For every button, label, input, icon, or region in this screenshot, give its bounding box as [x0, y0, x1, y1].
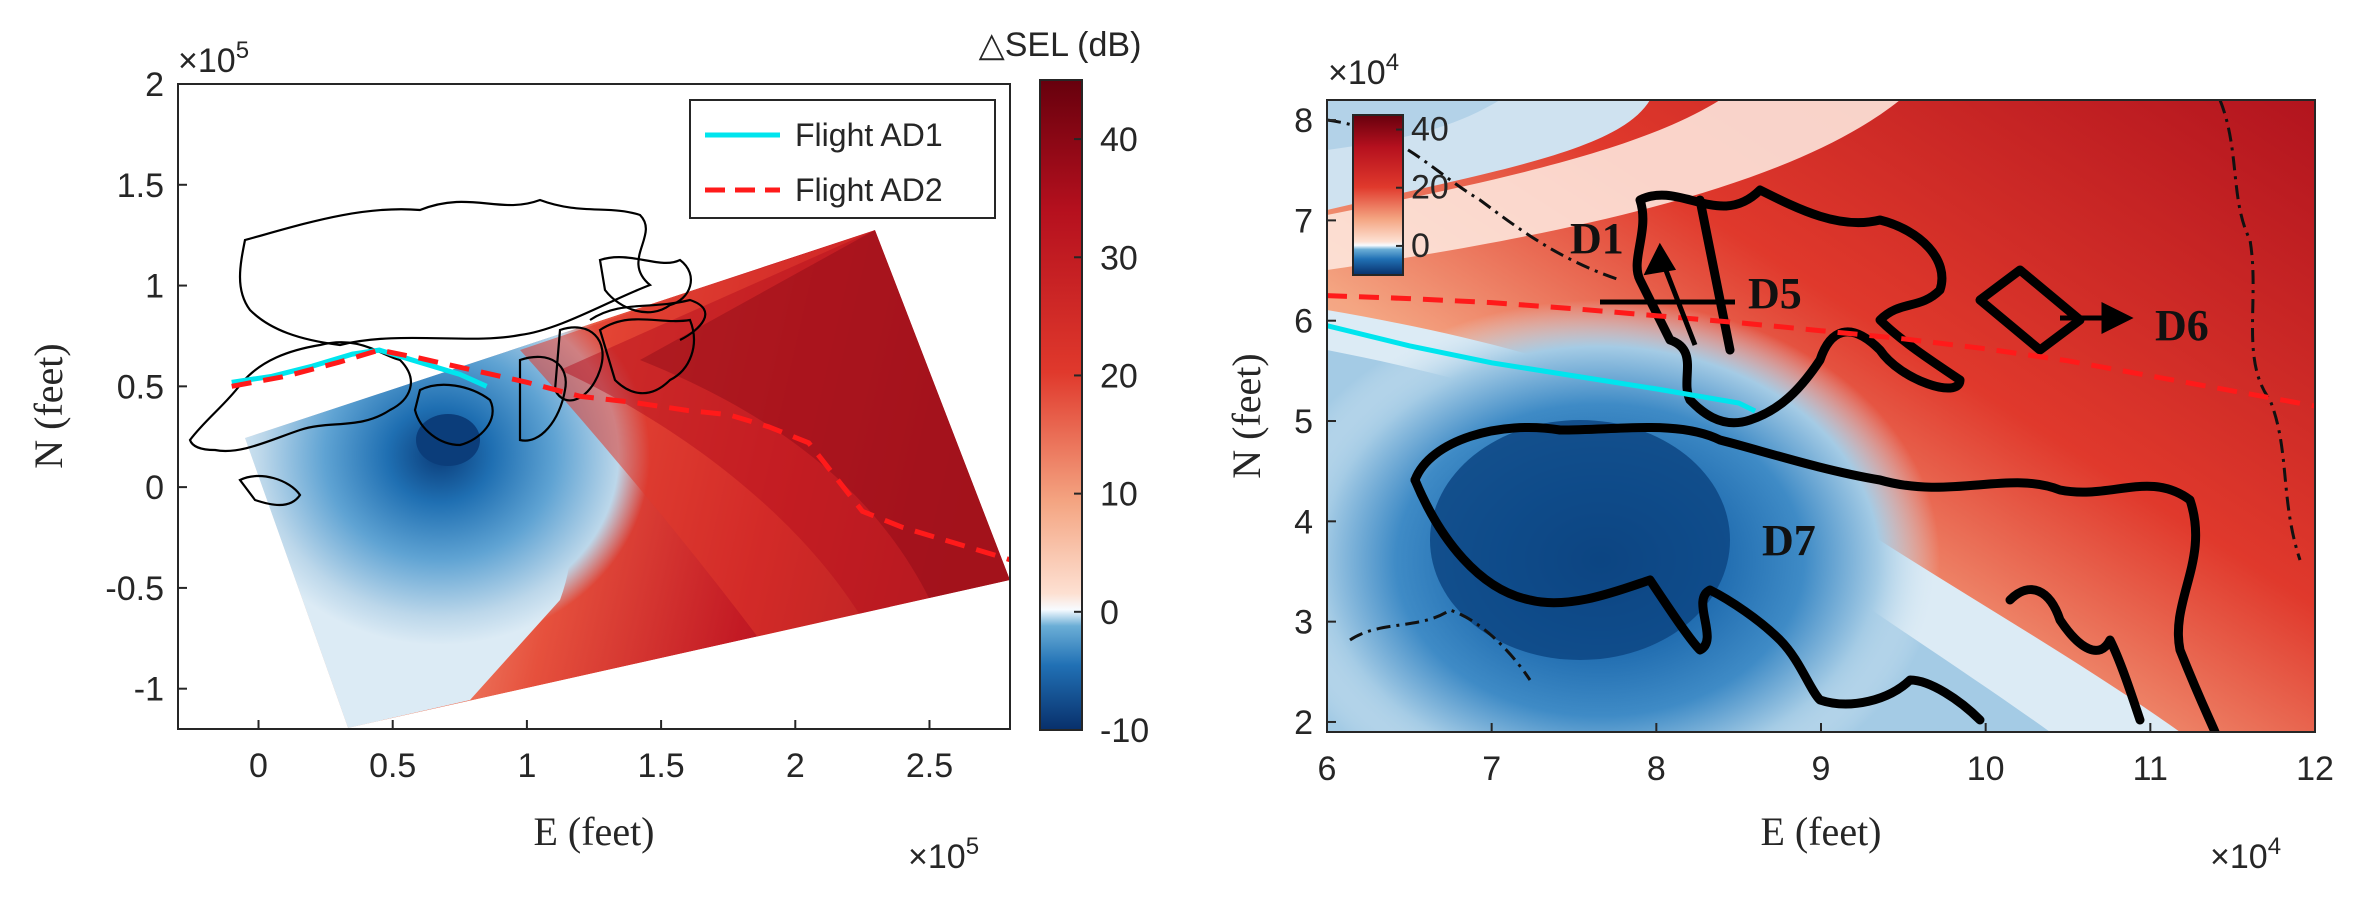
right-x-ticks: 6 7 8 9 10 11 12 — [1318, 723, 2334, 788]
x-tick-label: 1.5 — [637, 747, 684, 785]
x-tick-label: 10 — [1967, 750, 2005, 788]
y-tick-label: 2 — [1294, 704, 1313, 742]
right-y-ticks: 2 3 4 5 6 7 8 — [1294, 102, 1336, 742]
colorbar: △SEL (dB) -10 0 10 20 30 40 — [979, 26, 1150, 750]
label-d6: D6 — [2155, 301, 2209, 350]
y-tick-label: 8 — [1294, 102, 1313, 140]
x-tick-label: 6 — [1318, 750, 1337, 788]
right-y-exponent: ×104 — [1328, 49, 1399, 92]
inset-colorbar-tick-label: 40 — [1411, 111, 1449, 149]
legend: Flight AD1 Flight AD2 — [689, 99, 996, 219]
colorbar-tick-label: 30 — [1100, 239, 1138, 277]
legend-label-ad2: Flight AD2 — [795, 172, 943, 208]
x-tick-label: 11 — [2133, 750, 2168, 788]
y-tick-label: 1.5 — [117, 167, 164, 205]
colorbar-label: △SEL (dB) — [979, 26, 1142, 64]
x-tick-label: 1 — [517, 747, 536, 785]
colorbar-tick-label: 20 — [1100, 357, 1138, 395]
left-flight-ad2 — [231, 347, 1010, 563]
left-y-ticks: -1 -0.5 0 0.5 1 1.5 2 — [105, 66, 187, 709]
right-x-axis-label: E (feet) — [1760, 809, 1881, 854]
y-tick-label: 2 — [145, 66, 164, 104]
y-tick-label: 6 — [1294, 303, 1313, 341]
y-tick-label: 0 — [145, 469, 164, 507]
left-contour-field — [188, 198, 1010, 728]
left-x-ticks: 0 0.5 1 1.5 2 2.5 — [249, 720, 953, 785]
x-tick-label: 9 — [1812, 750, 1831, 788]
x-tick-label: 0 — [249, 747, 268, 785]
left-y-exponent: ×105 — [178, 37, 249, 80]
y-tick-label: 4 — [1294, 503, 1313, 541]
x-tick-label: 12 — [2296, 750, 2334, 788]
colorbar-ticks: -10 0 10 20 30 40 — [1074, 121, 1149, 750]
x-tick-label: 7 — [1482, 750, 1501, 788]
right-flight-ad1 — [1327, 323, 1757, 414]
legend-label-ad1: Flight AD1 — [795, 117, 943, 153]
y-tick-label: 1 — [145, 268, 164, 306]
left-x-axis-label: E (feet) — [533, 809, 654, 854]
right-flight-ad2 — [1327, 293, 2315, 409]
right-y-axis-label: N (feet) — [1224, 353, 1269, 478]
inset-colorbar-tick-label: 20 — [1411, 169, 1449, 207]
y-tick-label: 5 — [1294, 403, 1313, 441]
x-tick-label: 2.5 — [906, 747, 953, 785]
y-tick-label: 0.5 — [117, 368, 164, 406]
x-tick-label: 0.5 — [369, 747, 416, 785]
d6-marker — [2060, 301, 2134, 335]
right-panel: 0 20 40 D1 D5 D6 D7 6 7 8 9 10 11 12 2 3 4 5 6 7 8 E (… — [1224, 49, 2334, 876]
label-d1: D1 — [1570, 214, 1624, 263]
colorbar-tick-label: 10 — [1100, 476, 1138, 514]
label-d5: D5 — [1748, 269, 1802, 318]
colorbar-tick-label: 40 — [1100, 121, 1138, 159]
left-y-axis-label: N (feet) — [26, 343, 71, 468]
inset-colorbar: 0 20 40 — [1352, 111, 1449, 276]
colorbar-tick-label: -10 — [1100, 712, 1149, 750]
right-x-exponent: ×104 — [2210, 833, 2281, 876]
right-contour-field — [1327, 100, 2315, 732]
colorbar-tick-label: 0 — [1100, 594, 1119, 632]
d1-marker — [1600, 242, 1735, 346]
inset-colorbar-ticks: 0 20 40 — [1396, 111, 1449, 265]
inset-colorbar-tick-label: 0 — [1411, 227, 1430, 265]
x-tick-label: 8 — [1647, 750, 1666, 788]
left-panel: 0 0.5 1 1.5 2 2.5 -1 -0.5 0 0.5 1 1.5 2 E (feet) N … — [26, 26, 1149, 876]
label-d7: D7 — [1762, 516, 1816, 565]
y-tick-label: -0.5 — [105, 570, 164, 608]
left-x-exponent: ×105 — [908, 833, 979, 876]
x-tick-label: 2 — [786, 747, 805, 785]
y-tick-label: 3 — [1294, 604, 1313, 642]
y-tick-label: -1 — [134, 671, 164, 709]
y-tick-label: 7 — [1294, 202, 1313, 240]
